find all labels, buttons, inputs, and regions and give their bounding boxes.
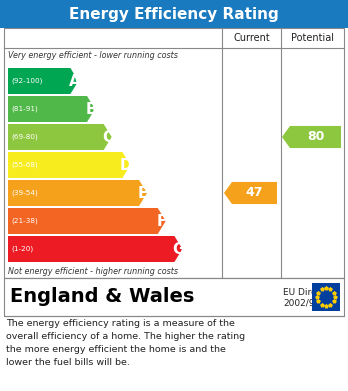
Text: Energy Efficiency Rating: Energy Efficiency Rating	[69, 7, 279, 22]
Polygon shape	[8, 124, 112, 150]
Text: (92-100): (92-100)	[11, 78, 42, 84]
Text: EU Directive: EU Directive	[283, 288, 339, 297]
Polygon shape	[224, 182, 277, 204]
Text: Very energy efficient - lower running costs: Very energy efficient - lower running co…	[8, 51, 178, 60]
Text: E: E	[138, 185, 148, 201]
Text: Potential: Potential	[291, 33, 334, 43]
Text: 47: 47	[246, 187, 263, 199]
Bar	[4, 278, 344, 316]
Text: 2002/91/EC: 2002/91/EC	[283, 298, 335, 307]
Polygon shape	[8, 96, 95, 122]
Text: (1-20): (1-20)	[11, 246, 33, 252]
Text: Not energy efficient - higher running costs: Not energy efficient - higher running co…	[8, 267, 178, 276]
Text: (81-91): (81-91)	[11, 106, 38, 112]
Bar	[0, 0, 348, 28]
Polygon shape	[8, 68, 78, 94]
Text: The energy efficiency rating is a measure of the
overall efficiency of a home. T: The energy efficiency rating is a measur…	[6, 319, 245, 366]
Text: G: G	[172, 242, 185, 256]
Text: 80: 80	[307, 131, 324, 143]
Polygon shape	[8, 180, 147, 206]
Text: (55-68): (55-68)	[11, 162, 38, 168]
Polygon shape	[282, 126, 341, 148]
Text: F: F	[157, 213, 167, 228]
Text: (69-80): (69-80)	[11, 134, 38, 140]
Polygon shape	[8, 152, 130, 178]
Text: England & Wales: England & Wales	[10, 287, 195, 307]
Polygon shape	[8, 208, 166, 234]
Text: D: D	[120, 158, 133, 172]
Text: A: A	[69, 74, 80, 88]
Text: (21-38): (21-38)	[11, 218, 38, 224]
Bar	[312, 283, 340, 311]
Text: (39-54): (39-54)	[11, 190, 38, 196]
Bar	[4, 28, 344, 278]
Polygon shape	[8, 236, 182, 262]
Text: Current: Current	[233, 33, 270, 43]
Text: C: C	[102, 129, 113, 145]
Text: B: B	[85, 102, 97, 117]
